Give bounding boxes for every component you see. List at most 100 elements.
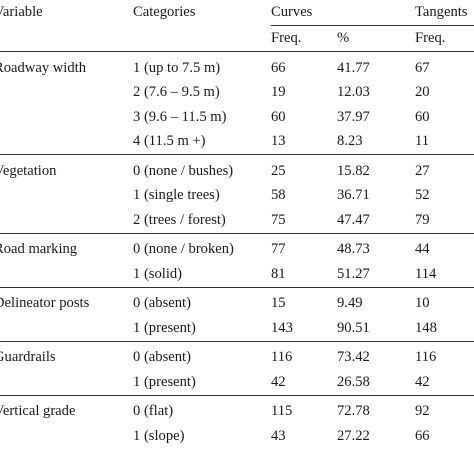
category-cell: 2 (7.6 – 9.5 m) xyxy=(133,84,220,101)
variable-cell xyxy=(0,184,133,209)
tangents-freq-cell: 79 xyxy=(415,211,430,228)
tangents-freq-cell: 92 xyxy=(415,403,430,420)
tangents-freq-cell: 60 xyxy=(415,108,430,125)
header-row-2: Freq. % Freq. xyxy=(0,26,474,52)
variable-cell: Vertical grade xyxy=(0,403,76,420)
table-row: 2 (7.6 – 9.5 m) 19 12.03 20 xyxy=(0,81,474,106)
category-cell: 1 (slope) xyxy=(133,427,185,444)
variable-cell: Road marking xyxy=(0,241,78,258)
curves-percent-cell: 36.71 xyxy=(337,187,370,204)
header-empty-2 xyxy=(133,26,271,52)
header-empty-1 xyxy=(0,26,133,52)
tangents-freq-cell: 10 xyxy=(415,295,430,312)
variable-cell: Vegetation xyxy=(0,162,57,179)
curves-freq-cell: 66 xyxy=(271,59,286,76)
header-row-1: Variable Categories Curves Tangents xyxy=(0,0,474,26)
curves-freq-cell: 81 xyxy=(271,265,286,282)
variable-cell: Delineator posts xyxy=(0,295,90,312)
header-curves: Curves xyxy=(271,0,415,26)
curves-percent-cell: 15.82 xyxy=(337,162,370,179)
curves-freq-cell: 115 xyxy=(271,403,293,420)
curves-freq-cell: 58 xyxy=(271,187,286,204)
table-row: 1 (single trees) 58 36.71 52 xyxy=(0,184,474,209)
table-row: Roadway width 1 (up to 7.5 m) 66 41.77 67 xyxy=(0,52,474,81)
curves-freq-cell: 116 xyxy=(271,349,293,366)
table-row: 2 (trees / forest) 75 47.47 79 xyxy=(0,208,474,233)
tangents-freq-cell: 42 xyxy=(415,373,430,390)
table-row: Vegetation 0 (none / bushes) 25 15.82 27 xyxy=(0,154,474,184)
curves-percent-cell: 51.27 xyxy=(337,265,370,282)
tangents-freq-cell: 44 xyxy=(415,241,430,258)
category-cell: 4 (11.5 m +) xyxy=(133,133,206,150)
header-categories: Categories xyxy=(133,4,196,21)
table-row: Road marking 0 (none / broken) 77 48.73 44 xyxy=(0,233,474,262)
tangents-freq-cell: 66 xyxy=(415,427,430,444)
category-cell: 3 (9.6 – 11.5 m) xyxy=(133,108,227,125)
curves-percent-cell: 12.03 xyxy=(337,84,370,101)
variable-cell xyxy=(0,316,133,341)
category-cell: 0 (flat) xyxy=(133,403,174,420)
category-cell: 1 (single trees) xyxy=(133,187,220,204)
table-row: 1 (slope) 43 27.22 66 xyxy=(0,424,474,449)
category-cell: 0 (absent) xyxy=(133,349,191,366)
category-cell: 1 (solid) xyxy=(133,265,183,282)
table-row: 1 (solid) 81 51.27 114 xyxy=(0,262,474,287)
header-curves-percent: % xyxy=(337,30,350,47)
tangents-freq-cell: 116 xyxy=(415,349,437,366)
tangents-freq-cell: 52 xyxy=(415,187,430,204)
category-cell: 1 (present) xyxy=(133,373,196,390)
variable-cell: Roadway width xyxy=(0,59,87,76)
variable-cell xyxy=(0,370,133,395)
curves-freq-cell: 75 xyxy=(271,211,286,228)
table-row: 1 (present) 143 90.51 148 xyxy=(0,316,474,341)
table-row: Guardrails 0 (absent) 116 73.42 116 xyxy=(0,341,474,370)
tangents-freq-cell: 67 xyxy=(415,59,430,76)
variable-cell xyxy=(0,208,133,233)
curves-percent-cell: 41.77 xyxy=(337,59,370,76)
header-tangents-freq: Freq. xyxy=(415,30,446,47)
curves-percent-cell: 27.22 xyxy=(337,427,370,444)
table-body: Variable Categories Curves Tangents Freq… xyxy=(0,0,474,449)
curves-percent-cell: 8.23 xyxy=(337,133,363,150)
table-row: 3 (9.6 – 11.5 m) 60 37.97 60 xyxy=(0,105,474,130)
curves-freq-cell: 143 xyxy=(271,319,293,336)
tangents-freq-cell: 148 xyxy=(415,319,437,336)
curves-freq-cell: 43 xyxy=(271,427,286,444)
variable-cell xyxy=(0,262,133,287)
curves-freq-cell: 19 xyxy=(271,84,286,101)
tangents-freq-cell: 114 xyxy=(415,265,437,282)
category-cell: 0 (none / broken) xyxy=(133,241,234,258)
curves-percent-cell: 90.51 xyxy=(337,319,370,336)
curves-freq-cell: 13 xyxy=(271,133,286,150)
curves-percent-cell: 72.78 xyxy=(337,403,370,420)
tangents-freq-cell: 27 xyxy=(415,162,430,179)
curves-freq-cell: 15 xyxy=(271,295,286,312)
curves-percent-cell: 37.97 xyxy=(337,108,370,125)
frequency-table: Variable Categories Curves Tangents Freq… xyxy=(0,0,474,449)
category-cell: 2 (trees / forest) xyxy=(133,211,226,228)
curves-freq-cell: 42 xyxy=(271,373,286,390)
category-cell: 0 (none / bushes) xyxy=(133,162,234,179)
table-row: 4 (11.5 m +) 13 8.23 11 xyxy=(0,130,474,155)
header-curves-freq: Freq. xyxy=(271,30,302,47)
table-row: 1 (present) 42 26.58 42 xyxy=(0,370,474,395)
header-tangents: Tangents xyxy=(415,0,474,26)
curves-percent-cell: 73.42 xyxy=(337,349,370,366)
category-cell: 1 (up to 7.5 m) xyxy=(133,59,221,76)
tangents-freq-cell: 20 xyxy=(415,84,430,101)
category-cell: 1 (present) xyxy=(133,319,196,336)
variable-cell xyxy=(0,424,133,449)
table-row: Delineator posts 0 (absent) 15 9.49 10 xyxy=(0,287,474,316)
curves-freq-cell: 77 xyxy=(271,241,286,258)
variable-cell xyxy=(0,81,133,106)
header-variable: Variable xyxy=(0,4,43,21)
curves-percent-cell: 9.49 xyxy=(337,295,363,312)
curves-freq-cell: 25 xyxy=(271,162,286,179)
tangents-freq-cell: 11 xyxy=(415,133,430,150)
table-row: Vertical grade 0 (flat) 115 72.78 92 xyxy=(0,395,474,424)
variable-cell xyxy=(0,105,133,130)
category-cell: 0 (absent) xyxy=(133,295,191,312)
variable-cell xyxy=(0,130,133,155)
curves-percent-cell: 47.47 xyxy=(337,211,370,228)
table-wrapper: Variable Categories Curves Tangents Freq… xyxy=(0,0,474,449)
